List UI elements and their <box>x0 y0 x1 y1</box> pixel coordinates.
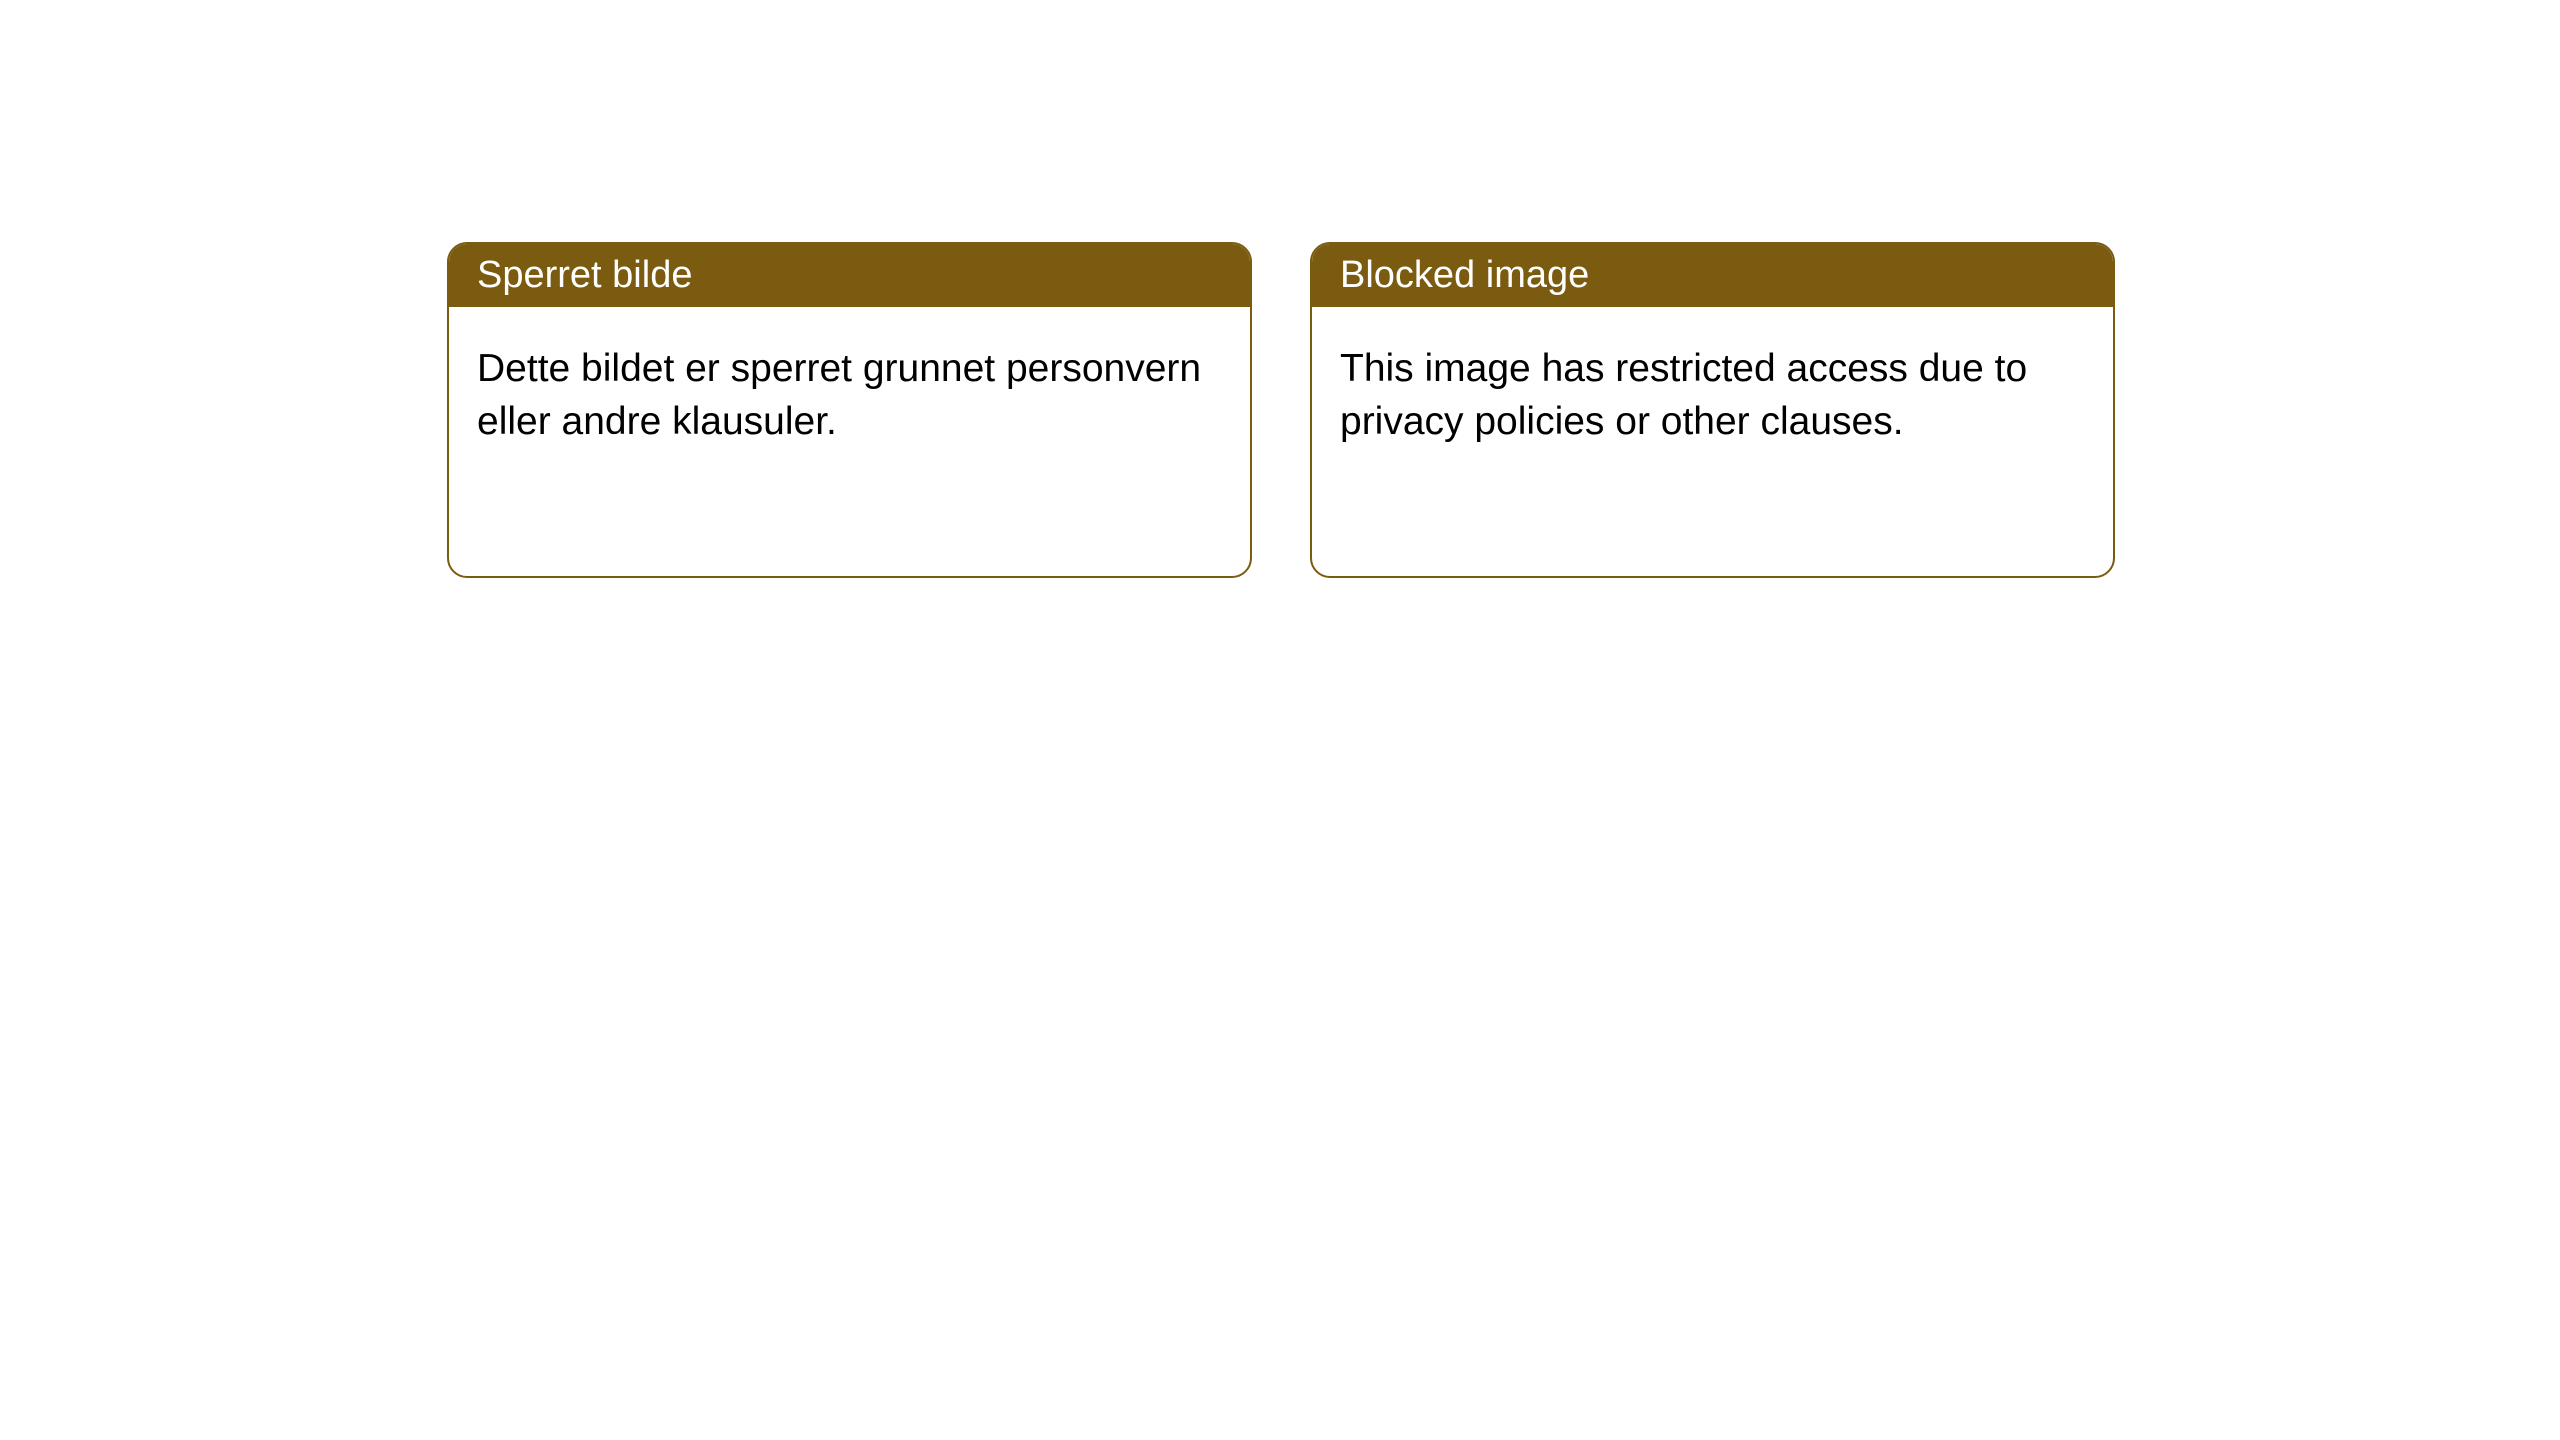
notice-card-english: Blocked image This image has restricted … <box>1310 242 2115 578</box>
notice-title-english: Blocked image <box>1312 244 2113 307</box>
notice-body-norwegian: Dette bildet er sperret grunnet personve… <box>449 307 1250 484</box>
notice-card-norwegian: Sperret bilde Dette bildet er sperret gr… <box>447 242 1252 578</box>
notice-body-english: This image has restricted access due to … <box>1312 307 2113 484</box>
notice-container: Sperret bilde Dette bildet er sperret gr… <box>0 0 2560 578</box>
notice-title-norwegian: Sperret bilde <box>449 244 1250 307</box>
